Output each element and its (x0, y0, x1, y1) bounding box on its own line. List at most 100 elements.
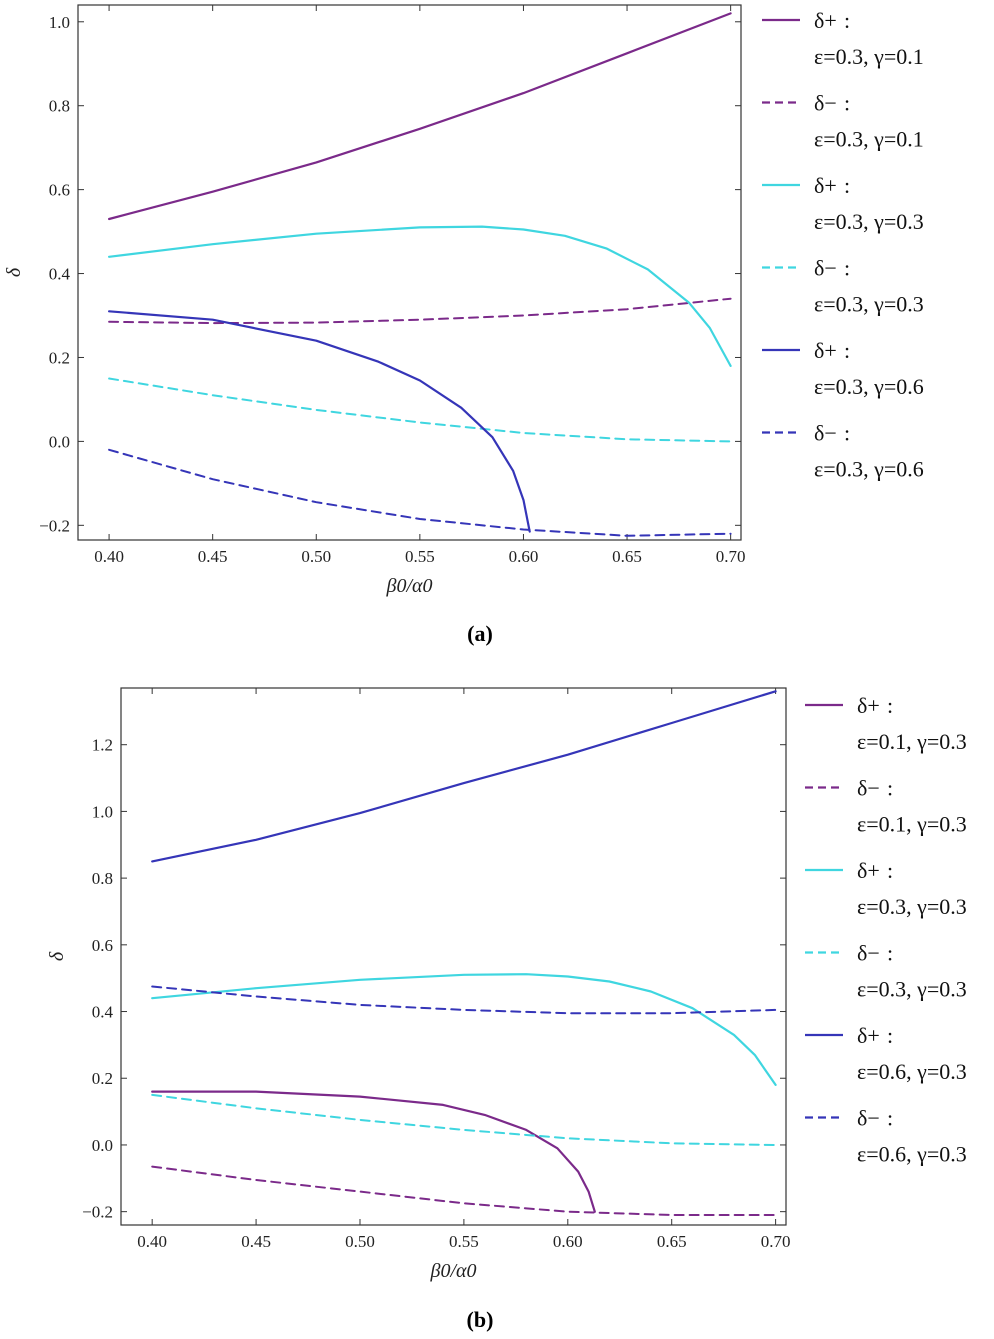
legend-series-params: ε=0.6, γ=0.3 (857, 1142, 967, 1167)
legend-series-params: ε=0.3, γ=0.1 (814, 127, 924, 152)
y-tick-label: 0.8 (49, 97, 70, 116)
series-line-6 (151, 985, 777, 1015)
y-tick-label: 0.2 (92, 1069, 113, 1088)
legend-series-name: δ+ (857, 858, 880, 883)
legend-series-name: δ− (814, 256, 837, 281)
legend-colon: : (844, 8, 850, 33)
legend-entry-5: δ+: ε=0.3, γ=0.6 (762, 338, 924, 399)
legend-colon: : (844, 173, 850, 198)
legend-colon: : (887, 1106, 893, 1131)
x-tick-label: 0.45 (198, 547, 228, 566)
y-axis-label: δ (3, 267, 25, 277)
y-tick-label: 1.2 (92, 736, 113, 755)
series-line-3 (151, 973, 777, 1087)
x-tick-label: 0.70 (761, 1232, 791, 1251)
legend-colon: : (844, 256, 850, 281)
legend-colon: : (887, 776, 893, 801)
legend-colon: : (844, 421, 850, 446)
legend-series-params: ε=0.3, γ=0.3 (814, 209, 924, 234)
legend-entry-6: δ−: ε=0.3, γ=0.6 (762, 421, 924, 482)
legend-entry-3: δ+: ε=0.3, γ=0.3 (762, 173, 924, 234)
x-tick-label: 0.55 (449, 1232, 479, 1251)
series-line-5 (151, 690, 777, 863)
legend-entry-3: δ+: ε=0.3, γ=0.3 (805, 858, 967, 919)
legend-entry-4: δ−: ε=0.3, γ=0.3 (762, 256, 924, 317)
legend-series-params: ε=0.3, γ=0.3 (857, 977, 967, 1002)
y-tick-label: 0.2 (49, 348, 70, 367)
legend-series-name: δ− (857, 776, 880, 801)
x-tick-label: 0.70 (716, 547, 746, 566)
legend-series-name: δ− (814, 421, 837, 446)
legend-series-name: δ− (857, 1106, 880, 1131)
series-line-1 (151, 1090, 596, 1213)
legend-series-params: ε=0.3, γ=0.1 (814, 44, 924, 69)
series-line-6 (108, 448, 732, 537)
x-tick-label: 0.60 (509, 547, 539, 566)
y-tick-label: 0.6 (92, 936, 113, 955)
x-tick-label: 0.45 (241, 1232, 271, 1251)
y-tick-label: 0.8 (92, 869, 113, 888)
x-tick-label: 0.50 (301, 547, 331, 566)
legend-colon: : (844, 91, 850, 116)
legend-colon: : (887, 941, 893, 966)
series-line-2 (151, 1165, 777, 1216)
legend-colon: : (887, 693, 893, 718)
legend-series-name: δ+ (814, 173, 837, 198)
legend-entry-4: δ−: ε=0.3, γ=0.3 (805, 941, 967, 1002)
x-tick-label: 0.55 (405, 547, 435, 566)
legend-entry-2: δ−: ε=0.3, γ=0.1 (762, 91, 924, 152)
series-line-1 (107, 12, 732, 221)
legend-entry-6: δ−: ε=0.6, γ=0.3 (805, 1106, 967, 1167)
legend-series-params: ε=0.6, γ=0.3 (857, 1059, 967, 1084)
x-tick-label: 0.40 (94, 547, 124, 566)
x-tick-label: 0.65 (657, 1232, 687, 1251)
legend-series-name: δ+ (857, 1023, 880, 1048)
legend-colon: : (844, 338, 850, 363)
y-tick-label: 0.0 (49, 432, 70, 451)
plot-frame (77, 4, 742, 541)
y-tick-label: 0.0 (92, 1136, 113, 1155)
legend-series-params: ε=0.3, γ=0.3 (814, 292, 924, 317)
chart-panel-1: 0.40 0.45 0.50 0.55 0.60 0.65 0.70 −0.2 0.0 0.2 0.… (3, 4, 924, 646)
series-line-2 (108, 297, 732, 325)
panel-caption: (a) (467, 621, 493, 646)
legend-series-name: δ+ (857, 693, 880, 718)
y-tick-label: 0.6 (49, 181, 70, 200)
y-tick-label: 0.4 (49, 265, 71, 284)
chart-panel-2: 0.40 0.45 0.50 0.55 0.60 0.65 0.70 −0.2 0.0 0.2 0.… (46, 687, 967, 1332)
series-line-4 (108, 377, 732, 443)
legend-series-params: ε=0.1, γ=0.3 (857, 812, 967, 837)
y-axis-label: δ (46, 951, 68, 961)
y-tick-label: −0.2 (82, 1203, 113, 1222)
legend-colon: : (887, 858, 893, 883)
x-axis-label: β0/α0 (429, 1260, 476, 1282)
y-tick-label: 1.0 (92, 802, 113, 821)
legend-entry-1: δ+: ε=0.1, γ=0.3 (805, 693, 967, 754)
x-tick-label: 0.40 (137, 1232, 167, 1251)
series-line-5 (107, 310, 531, 533)
legend-series-params: ε=0.3, γ=0.6 (814, 374, 924, 399)
legend-colon: : (887, 1023, 893, 1048)
x-tick-label: 0.50 (345, 1232, 375, 1251)
y-tick-label: −0.2 (39, 516, 70, 535)
x-axis-label: β0/α0 (385, 575, 432, 597)
y-tick-label: 1.0 (49, 13, 70, 32)
legend-series-name: δ− (857, 941, 880, 966)
legend-entry-2: δ−: ε=0.1, γ=0.3 (805, 776, 967, 837)
legend-entry-1: δ+: ε=0.3, γ=0.1 (762, 8, 924, 69)
legend-series-name: δ+ (814, 8, 837, 33)
panel-caption: (b) (467, 1307, 494, 1332)
legend-series-params: ε=0.3, γ=0.3 (857, 894, 967, 919)
legend-series-name: δ− (814, 91, 837, 116)
series-line-3 (107, 225, 732, 367)
y-tick-label: 0.4 (92, 1003, 114, 1022)
series-line-4 (151, 1093, 777, 1146)
plot-frame (120, 687, 787, 1226)
x-tick-label: 0.60 (553, 1232, 583, 1251)
x-tick-label: 0.65 (612, 547, 642, 566)
legend-series-name: δ+ (814, 338, 837, 363)
legend-series-params: ε=0.1, γ=0.3 (857, 729, 967, 754)
legend-series-params: ε=0.3, γ=0.6 (814, 457, 924, 482)
legend-entry-5: δ+: ε=0.6, γ=0.3 (805, 1023, 967, 1084)
